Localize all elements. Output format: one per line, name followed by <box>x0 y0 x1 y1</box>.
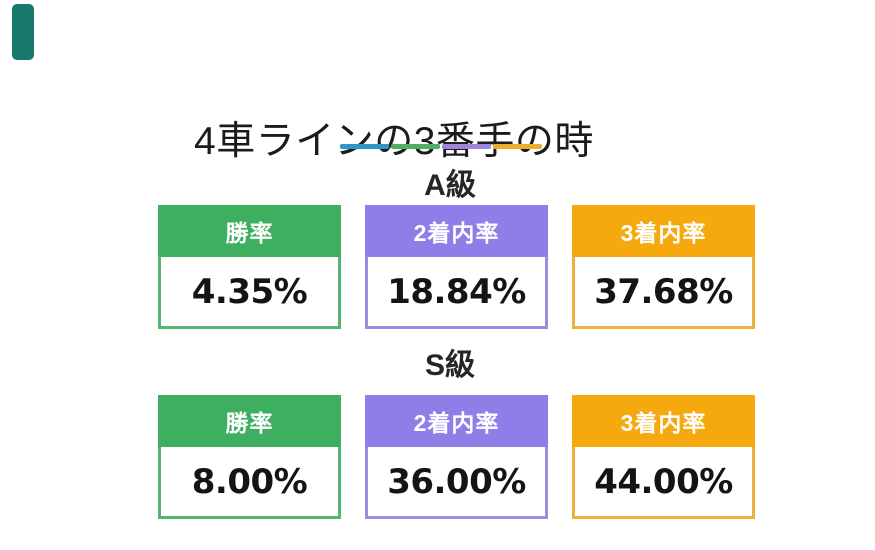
stat-card-value: 36.00% <box>365 447 548 519</box>
stat-card-value: 4.35% <box>158 257 341 329</box>
stat-card-label: 2着内率 <box>365 395 548 447</box>
stat-card-value: 44.00% <box>572 447 755 519</box>
stat-card-label: 2着内率 <box>365 205 548 257</box>
stat-card-value: 8.00% <box>158 447 341 519</box>
page-title: 4車ラインの3番手の時 <box>194 120 594 164</box>
title-divider <box>340 144 542 149</box>
stat-card-label: 勝率 <box>158 205 341 257</box>
stat-card-value: 37.68% <box>572 257 755 329</box>
stat-card-win-rate: 勝率 8.00% <box>158 395 341 519</box>
stat-card-row-a-class: 勝率 4.35% 2着内率 18.84% 3着内率 37.68% <box>158 205 755 329</box>
stat-card-top2-rate: 2着内率 36.00% <box>365 395 548 519</box>
stat-card-label: 3着内率 <box>572 205 755 257</box>
divider-segment-purple <box>442 144 491 149</box>
stat-card-label: 3着内率 <box>572 395 755 447</box>
stat-card-top2-rate: 2着内率 18.84% <box>365 205 548 329</box>
stat-card-row-s-class: 勝率 8.00% 2着内率 36.00% 3着内率 44.00% <box>158 395 755 519</box>
stat-card-win-rate: 勝率 4.35% <box>158 205 341 329</box>
section-heading-s-class: S級 <box>424 349 475 382</box>
stat-card-value: 18.84% <box>365 257 548 329</box>
stat-card-top3-rate: 3着内率 37.68% <box>572 205 755 329</box>
stat-card-label: 勝率 <box>158 395 341 447</box>
divider-segment-blue <box>340 144 389 149</box>
divider-segment-amber <box>493 144 542 149</box>
divider-segment-green <box>391 144 440 149</box>
stat-card-top3-rate: 3着内率 44.00% <box>572 395 755 519</box>
teal-accent-bar <box>12 4 34 60</box>
section-heading-a-class: A級 <box>424 169 476 202</box>
